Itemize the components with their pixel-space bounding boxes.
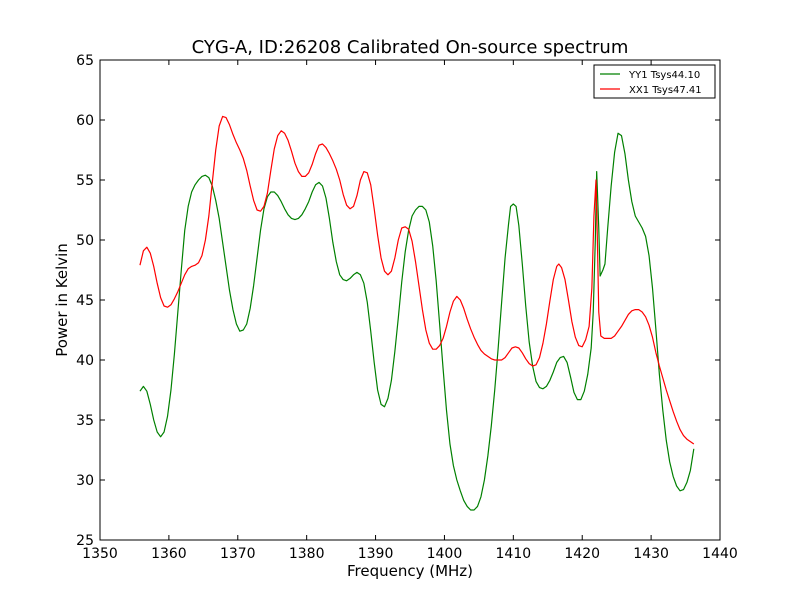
y-tick-label: 40 bbox=[76, 353, 94, 369]
legend: YY1 Tsys44.10 XX1 Tsys47.41 bbox=[593, 64, 716, 99]
chart-title: CYG-A, ID:26208 Calibrated On-source spe… bbox=[192, 37, 629, 58]
x-tick-label: 1350 bbox=[82, 546, 118, 562]
legend-box bbox=[593, 64, 716, 99]
y-axis-label: Power in Kelvin bbox=[53, 243, 71, 357]
legend-label-yy1: YY1 Tsys44.10 bbox=[628, 70, 700, 81]
x-tick-label: 1420 bbox=[564, 546, 600, 562]
y-tick-label: 30 bbox=[76, 473, 94, 489]
x-tick-label: 1360 bbox=[151, 546, 187, 562]
y-tick-label: 45 bbox=[76, 293, 94, 309]
y-tick-label: 25 bbox=[76, 533, 94, 549]
x-tick-label: 1430 bbox=[633, 546, 669, 562]
x-tick-label: 1370 bbox=[220, 546, 256, 562]
axis-ticks: 1350 1360 1370 1380 1390 1400 1410 1420 1430 1440… bbox=[76, 53, 738, 562]
x-tick-label: 1380 bbox=[289, 546, 325, 562]
x-tick-label: 1390 bbox=[358, 546, 394, 562]
legend-label-xx1: XX1 Tsys47.41 bbox=[629, 85, 702, 96]
x-tick-label: 1410 bbox=[496, 546, 532, 562]
y-tick-label: 50 bbox=[76, 233, 94, 249]
x-axis-label: Frequency (MHz) bbox=[347, 562, 473, 580]
x-tick-label: 1440 bbox=[702, 546, 738, 562]
series-line-yy1 bbox=[139, 132, 695, 511]
y-tick-label: 55 bbox=[76, 173, 94, 189]
x-tick-label: 1400 bbox=[427, 546, 463, 562]
series-line-xx1 bbox=[139, 115, 695, 445]
y-tick-label: 35 bbox=[76, 413, 94, 429]
y-tick-label: 65 bbox=[76, 53, 94, 69]
y-tick-label: 60 bbox=[76, 113, 94, 129]
